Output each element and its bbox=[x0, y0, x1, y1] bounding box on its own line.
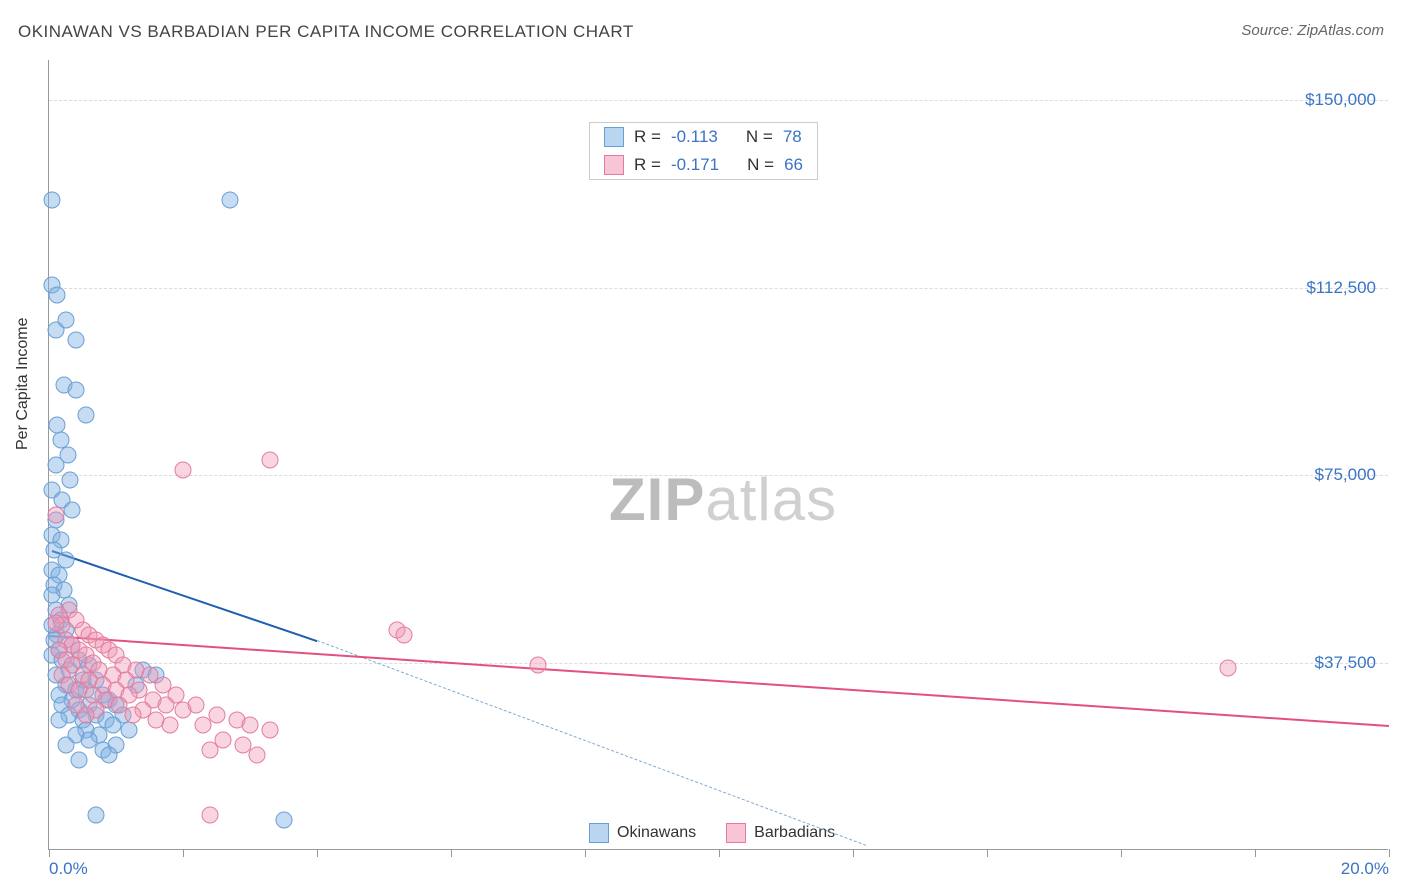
r-value: -0.171 bbox=[671, 155, 719, 175]
data-point-barbadians bbox=[248, 747, 265, 764]
gridline bbox=[49, 100, 1388, 101]
source-attribution: Source: ZipAtlas.com bbox=[1241, 22, 1384, 39]
data-point-okinawans bbox=[121, 722, 138, 739]
data-point-okinawans bbox=[67, 332, 84, 349]
data-point-okinawans bbox=[275, 812, 292, 829]
legend-item-okinawans: Okinawans bbox=[589, 823, 696, 843]
gridline bbox=[49, 663, 1388, 664]
series-legend: Okinawans Barbadians bbox=[589, 823, 835, 843]
x-tick bbox=[1255, 849, 1256, 857]
gridline bbox=[49, 288, 1388, 289]
data-point-barbadians bbox=[158, 697, 175, 714]
data-point-okinawans bbox=[62, 472, 79, 489]
data-point-okinawans bbox=[51, 712, 68, 729]
x-tick bbox=[1389, 849, 1390, 857]
y-axis-title: Per Capita Income bbox=[14, 317, 32, 450]
r-value: -0.113 bbox=[671, 127, 718, 147]
data-point-barbadians bbox=[1220, 659, 1237, 676]
x-tick bbox=[1121, 849, 1122, 857]
data-point-okinawans bbox=[57, 737, 74, 754]
y-tick-label: $112,500 bbox=[1306, 278, 1376, 298]
data-point-okinawans bbox=[47, 457, 64, 474]
scatter-plot-area: ZIPatlas R = -0.113 N = 78 R = -0.171 N … bbox=[48, 60, 1388, 850]
correlation-legend: R = -0.113 N = 78 R = -0.171 N = 66 bbox=[589, 122, 818, 180]
data-point-barbadians bbox=[195, 717, 212, 734]
trend-line bbox=[49, 635, 1389, 727]
n-label: N = bbox=[747, 155, 774, 175]
legend-label: Okinawans bbox=[617, 824, 696, 842]
x-tick-label: 0.0% bbox=[49, 859, 88, 879]
data-point-okinawans bbox=[49, 287, 66, 304]
gridline bbox=[49, 475, 1388, 476]
legend-row-okinawans: R = -0.113 N = 78 bbox=[590, 123, 817, 151]
swatch-okinawans bbox=[604, 127, 624, 147]
swatch-barbadians bbox=[726, 823, 746, 843]
legend-label: Barbadians bbox=[754, 824, 835, 842]
r-label: R = bbox=[634, 155, 661, 175]
source-value: ZipAtlas.com bbox=[1297, 22, 1384, 39]
y-tick-label: $75,000 bbox=[1315, 465, 1376, 485]
r-label: R = bbox=[634, 127, 661, 147]
data-point-barbadians bbox=[262, 722, 279, 739]
chart-title: OKINAWAN VS BARBADIAN PER CAPITA INCOME … bbox=[18, 22, 634, 42]
legend-row-barbadians: R = -0.171 N = 66 bbox=[590, 151, 817, 179]
data-point-barbadians bbox=[47, 614, 64, 631]
data-point-okinawans bbox=[87, 807, 104, 824]
data-point-okinawans bbox=[64, 502, 81, 519]
y-tick-label: $150,000 bbox=[1305, 90, 1376, 110]
x-tick bbox=[585, 849, 586, 857]
data-point-barbadians bbox=[201, 807, 218, 824]
data-point-barbadians bbox=[161, 717, 178, 734]
data-point-okinawans bbox=[221, 192, 238, 209]
data-point-okinawans bbox=[57, 312, 74, 329]
legend-item-barbadians: Barbadians bbox=[726, 823, 835, 843]
x-tick bbox=[183, 849, 184, 857]
x-tick bbox=[719, 849, 720, 857]
x-tick bbox=[317, 849, 318, 857]
source-label: Source: bbox=[1241, 22, 1293, 39]
y-tick-label: $37,500 bbox=[1315, 653, 1376, 673]
data-point-barbadians bbox=[175, 702, 192, 719]
data-point-barbadians bbox=[175, 462, 192, 479]
data-point-barbadians bbox=[124, 707, 141, 724]
swatch-barbadians bbox=[604, 155, 624, 175]
x-tick bbox=[853, 849, 854, 857]
swatch-okinawans bbox=[589, 823, 609, 843]
data-point-okinawans bbox=[71, 752, 88, 769]
data-point-barbadians bbox=[77, 707, 94, 724]
watermark-light: atlas bbox=[705, 466, 837, 533]
data-point-barbadians bbox=[242, 717, 259, 734]
x-tick-label: 20.0% bbox=[1341, 859, 1389, 879]
data-point-barbadians bbox=[530, 657, 547, 674]
data-point-okinawans bbox=[101, 747, 118, 764]
data-point-barbadians bbox=[201, 742, 218, 759]
data-point-okinawans bbox=[44, 192, 61, 209]
data-point-barbadians bbox=[262, 452, 279, 469]
x-tick bbox=[451, 849, 452, 857]
data-point-okinawans bbox=[67, 382, 84, 399]
data-point-okinawans bbox=[77, 407, 94, 424]
n-label: N = bbox=[746, 127, 773, 147]
n-value: 78 bbox=[783, 127, 802, 147]
n-value: 66 bbox=[784, 155, 803, 175]
data-point-barbadians bbox=[47, 507, 64, 524]
x-tick bbox=[49, 849, 50, 857]
x-tick bbox=[987, 849, 988, 857]
data-point-barbadians bbox=[396, 627, 413, 644]
watermark-bold: ZIP bbox=[609, 466, 705, 533]
